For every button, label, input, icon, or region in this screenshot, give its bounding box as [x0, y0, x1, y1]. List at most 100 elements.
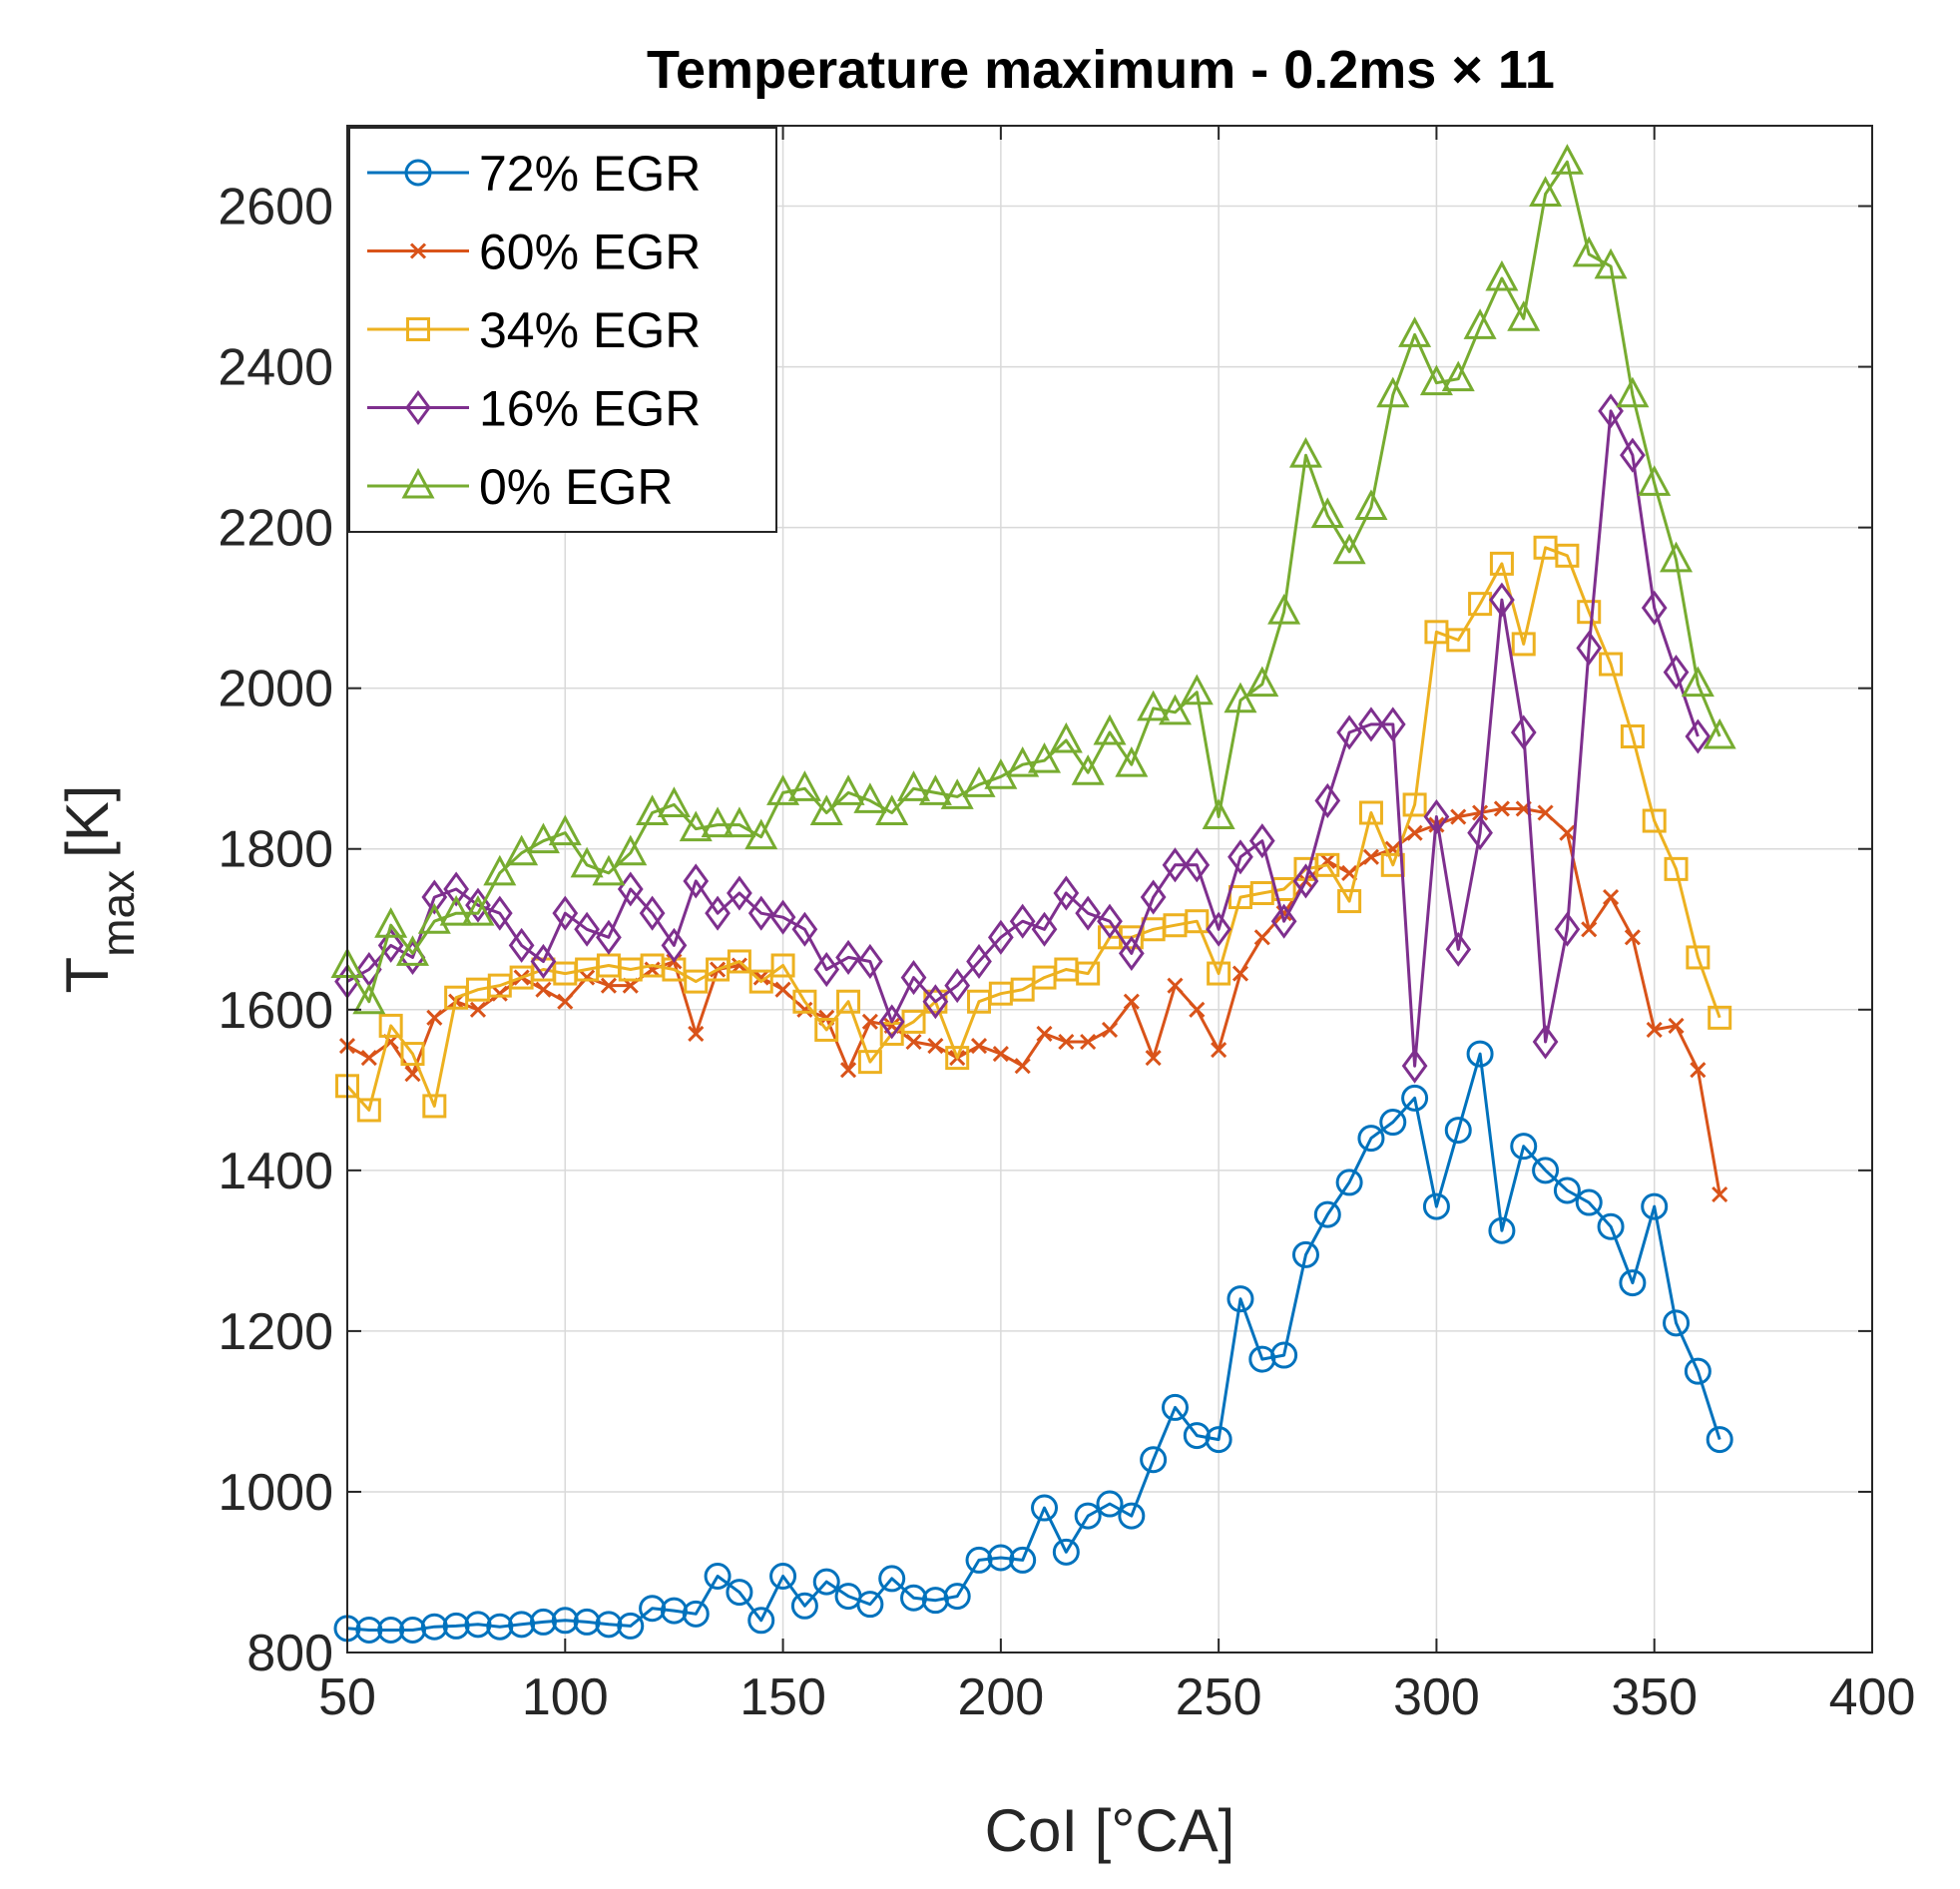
data-point-60-egr	[469, 1001, 487, 1018]
data-point-0-egr	[1180, 674, 1214, 706]
data-point-60-egr	[1036, 1025, 1053, 1043]
data-point-72-egr	[1684, 1357, 1712, 1385]
data-point-16-egr	[1097, 903, 1123, 939]
data-point-0-egr	[1550, 144, 1584, 175]
y-tick-label: 1000	[218, 1464, 333, 1522]
data-point-0-egr	[374, 907, 408, 938]
data-point-72-egr	[1118, 1502, 1146, 1530]
data-point-60-egr	[1690, 1062, 1707, 1079]
x-tick-label: 200	[957, 1668, 1044, 1726]
data-point-60-egr	[579, 969, 596, 986]
data-point-60-egr	[905, 1033, 922, 1051]
data-point-0-egr	[592, 854, 626, 886]
legend-label: 16% EGR	[479, 381, 701, 437]
data-point-60-egr	[861, 1013, 878, 1030]
data-point-0-egr	[1093, 713, 1127, 745]
legend-label: 60% EGR	[479, 225, 701, 280]
data-point-60-egr	[1101, 1021, 1119, 1038]
data-point-72-egr	[1532, 1157, 1560, 1184]
data-point-72-egr	[1401, 1084, 1429, 1112]
data-point-72-egr	[573, 1608, 601, 1636]
legend-marker	[401, 467, 435, 499]
data-point-0-egr	[1572, 236, 1606, 267]
data-point-34-egr	[1511, 632, 1536, 657]
data-point-60-egr	[1189, 1001, 1206, 1018]
data-point-16-egr	[530, 943, 557, 980]
data-point-60-egr	[1231, 965, 1249, 982]
data-point-16-egr	[791, 911, 818, 947]
x-tick-label: 400	[1829, 1668, 1916, 1726]
data-point-72-egr	[355, 1616, 383, 1644]
data-point-72-egr	[1161, 1393, 1189, 1421]
data-point-16-egr	[1685, 718, 1712, 754]
data-point-16-egr	[596, 919, 622, 955]
data-point-34-egr	[857, 1050, 882, 1075]
data-point-72-egr	[1706, 1426, 1733, 1454]
data-point-16-egr	[661, 927, 688, 963]
data-point-16-egr	[1248, 823, 1275, 859]
data-point-72-egr	[486, 1613, 514, 1641]
data-point-72-egr	[1205, 1426, 1232, 1454]
series-layer	[330, 144, 1736, 1644]
data-point-34-egr	[814, 1017, 839, 1042]
data-point-72-egr	[1009, 1546, 1037, 1574]
data-point-34-egr	[1620, 724, 1645, 748]
x-tick-label: 50	[318, 1668, 376, 1726]
legend-item-16-egr: 16% EGR	[367, 381, 701, 437]
y-tick-label: 2400	[218, 339, 333, 397]
data-point-16-egr	[857, 943, 883, 980]
data-point-34-egr	[748, 969, 773, 994]
data-point-72-egr	[1096, 1490, 1124, 1518]
data-point-72-egr	[1335, 1169, 1363, 1196]
series-0-egr	[330, 144, 1736, 1015]
legend-item-72-egr: 72% EGR	[367, 146, 701, 202]
y-tick-label: 1600	[218, 982, 333, 1040]
data-point-0-egr	[352, 983, 386, 1015]
data-point-16-egr	[1489, 582, 1515, 618]
data-point-16-egr	[1053, 875, 1080, 911]
data-point-0-egr	[1354, 489, 1388, 520]
data-point-16-egr	[1336, 714, 1362, 750]
data-point-60-egr	[688, 1025, 705, 1043]
data-point-34-egr	[422, 1094, 447, 1119]
legend-label: 34% EGR	[479, 302, 701, 358]
data-point-0-egr	[1463, 308, 1497, 339]
axis-ticks	[346, 126, 1873, 1653]
data-point-16-egr	[421, 879, 448, 915]
data-point-0-egr	[1485, 259, 1519, 291]
data-point-16-egr	[1401, 1048, 1428, 1084]
y-tick-label: 1800	[218, 821, 333, 879]
data-point-16-egr	[922, 984, 949, 1020]
data-point-16-egr	[1314, 782, 1341, 818]
data-point-16-egr	[1358, 707, 1384, 742]
data-point-34-egr	[1185, 909, 1210, 934]
data-point-72-egr	[1074, 1502, 1102, 1530]
data-point-34-egr	[400, 1042, 425, 1067]
x-tick-label: 300	[1393, 1668, 1480, 1726]
data-point-72-egr	[1641, 1192, 1669, 1220]
data-point-34-egr	[836, 989, 861, 1014]
data-point-16-egr	[769, 899, 796, 935]
data-point-16-egr	[1379, 707, 1406, 742]
data-point-60-egr	[752, 969, 769, 986]
data-point-60-egr	[1145, 1050, 1162, 1067]
data-point-16-egr	[1075, 895, 1102, 931]
data-point-16-egr	[1620, 437, 1646, 473]
legend-marker	[404, 159, 432, 187]
data-point-0-egr	[1310, 497, 1344, 529]
data-point-0-egr	[853, 782, 887, 813]
data-point-72-egr	[1575, 1188, 1603, 1216]
data-point-72-egr	[551, 1607, 579, 1635]
data-point-34-egr	[770, 953, 795, 978]
data-point-0-egr	[1441, 360, 1475, 392]
data-point-0-egr	[417, 903, 451, 934]
data-point-0-egr	[787, 770, 821, 801]
data-point-16-egr	[944, 968, 971, 1004]
data-point-72-egr	[529, 1608, 557, 1636]
data-point-16-egr	[813, 951, 840, 988]
data-point-34-egr	[1468, 592, 1493, 617]
x-tick-label: 150	[739, 1668, 826, 1726]
data-point-0-egr	[548, 814, 582, 846]
data-point-0-egr	[701, 806, 735, 838]
data-point-0-egr	[1398, 316, 1432, 347]
